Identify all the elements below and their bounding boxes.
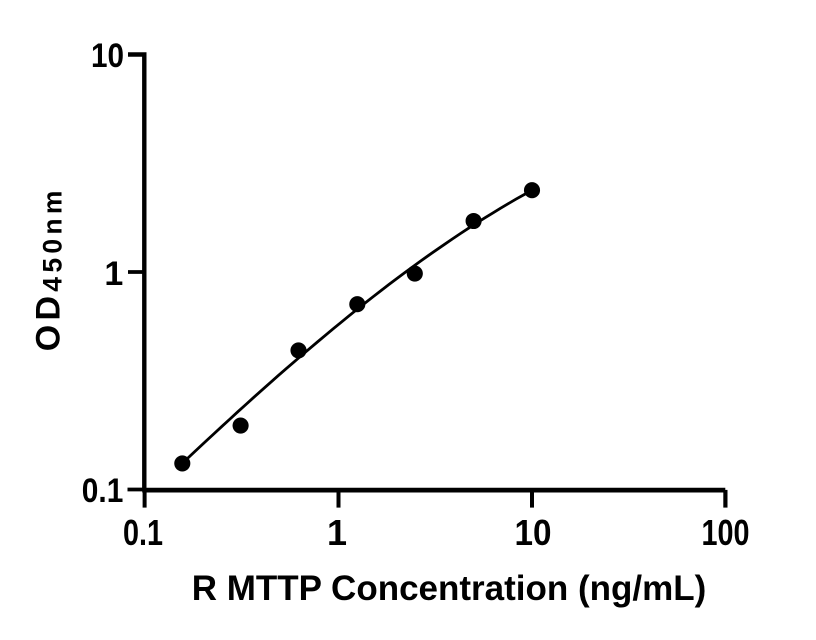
svg-text:10: 10 (515, 512, 552, 553)
svg-text:0.1: 0.1 (82, 472, 124, 510)
svg-text:1: 1 (104, 255, 123, 293)
svg-text:100: 100 (702, 512, 750, 553)
svg-text:10: 10 (91, 37, 124, 75)
svg-text:1: 1 (327, 512, 347, 553)
svg-text:R MTTP Concentration (ng/mL): R MTTP Concentration (ng/mL) (192, 569, 707, 608)
svg-text:0.1: 0.1 (123, 512, 163, 553)
